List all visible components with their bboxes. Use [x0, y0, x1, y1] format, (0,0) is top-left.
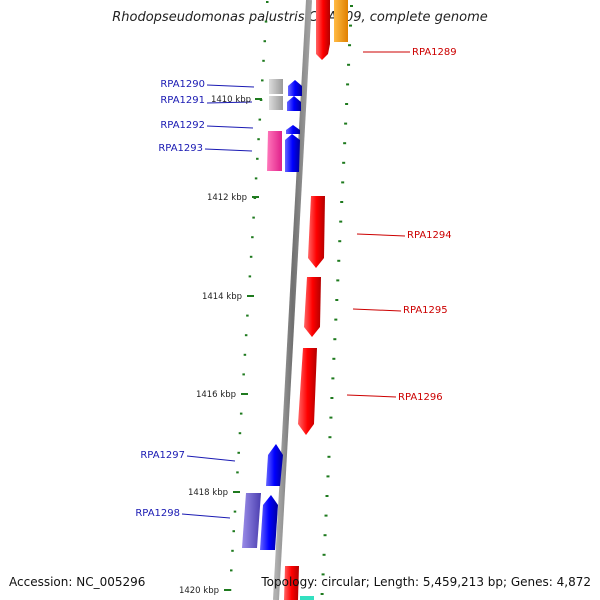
- gene-rpa1290[interactable]: [288, 80, 302, 96]
- label-rpa1295[interactable]: RPA1295: [403, 305, 448, 316]
- label-rpa1297[interactable]: RPA1297: [140, 450, 185, 461]
- label-rpa1294[interactable]: RPA1294: [407, 230, 452, 241]
- gene-rpa1289-arrow[interactable]: [316, 44, 330, 60]
- genome-backbone: [273, 0, 312, 600]
- topology-text: Topology: circular; Length: 5,459,213 bp…: [261, 575, 591, 589]
- leader-rpa1295: [352, 308, 402, 312]
- gene-orange-top[interactable]: [334, 0, 348, 42]
- gene-rpa1289[interactable]: [316, 0, 330, 44]
- leader-rpa1298: [181, 513, 231, 519]
- outer-tick-track: [320, 5, 353, 595]
- gene-teal-bottom[interactable]: [300, 596, 314, 600]
- label-rpa1290[interactable]: RPA1290: [160, 79, 205, 90]
- kbp-label-1416: 1416 kbp: [196, 390, 236, 400]
- leader-rpa1297: [186, 455, 236, 462]
- gene-rpa1292[interactable]: [286, 125, 300, 134]
- label-rpa1292[interactable]: RPA1292: [160, 120, 205, 131]
- label-rpa1296[interactable]: RPA1296: [398, 392, 443, 403]
- gene-rpa1291-gray[interactable]: [269, 96, 283, 110]
- gene-rpa1295[interactable]: [304, 277, 321, 337]
- gene-rpa1298[interactable]: [260, 495, 278, 550]
- gene-rpa1293[interactable]: [285, 134, 300, 172]
- leader-rpa1292: [206, 125, 254, 129]
- kbp-label-1420: 1420 kbp: [179, 586, 219, 596]
- gene-rpa1290-gray[interactable]: [269, 79, 283, 94]
- label-rpa1293[interactable]: RPA1293: [158, 143, 203, 154]
- gene-purple[interactable]: [242, 493, 261, 548]
- kbp-label-1414: 1414 kbp: [202, 292, 242, 302]
- label-rpa1298[interactable]: RPA1298: [135, 508, 180, 519]
- kbp-label-1412: 1412 kbp: [207, 193, 247, 203]
- kbp-label-1418: 1418 kbp: [188, 488, 228, 498]
- kbp-label-1410: 1410 kbp: [211, 95, 251, 105]
- label-rpa1291[interactable]: RPA1291: [160, 95, 205, 106]
- leader-rpa1294: [356, 233, 406, 237]
- accession-text: Accession: NC_005296: [9, 575, 146, 589]
- gene-rpa1297[interactable]: [266, 444, 283, 486]
- gene-red-bottom[interactable]: [284, 566, 299, 600]
- leader-rpa1296: [346, 394, 397, 398]
- gene-rpa1291[interactable]: [287, 96, 301, 111]
- leader-rpa1293: [204, 148, 253, 152]
- gene-rpa1294[interactable]: [308, 196, 325, 268]
- leader-rpa1291: [206, 101, 253, 104]
- map-title: Rhodopseudomonas palustris CGA009, compl…: [112, 10, 488, 25]
- gene-rpa1293-pink[interactable]: [267, 131, 282, 171]
- leader-rpa1290: [206, 84, 255, 88]
- gene-rpa1296[interactable]: [298, 348, 317, 435]
- label-rpa1289[interactable]: RPA1289: [412, 47, 457, 58]
